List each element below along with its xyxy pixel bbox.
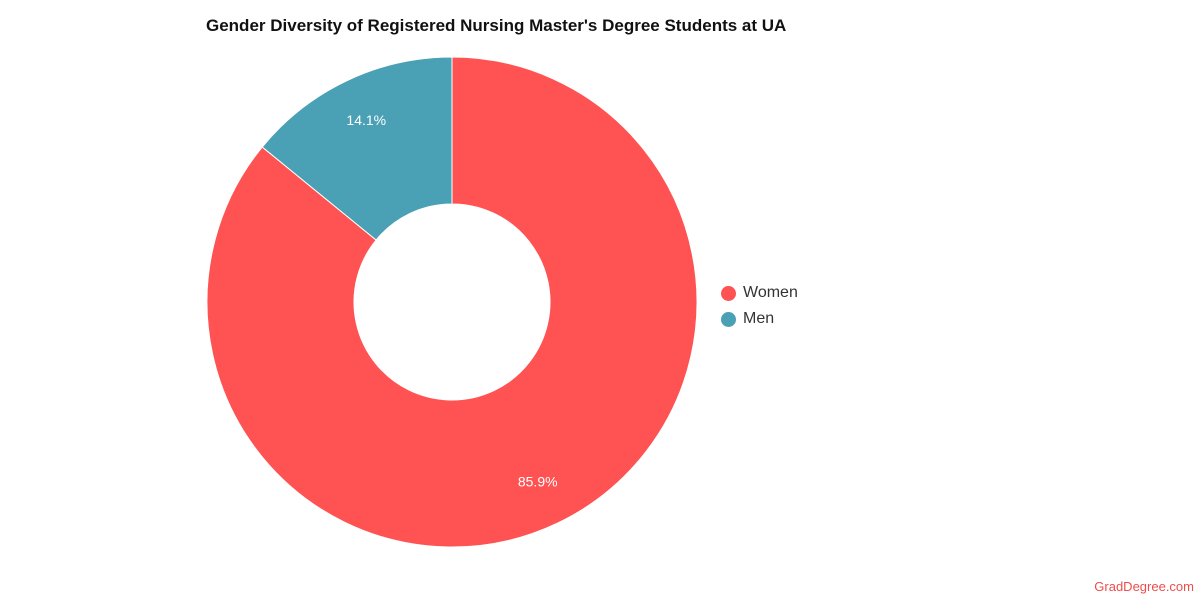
slice-label-men: 14.1%: [346, 112, 386, 128]
legend-item-women[interactable]: Women: [721, 280, 798, 306]
legend-swatch-men: [721, 311, 736, 327]
legend-swatch-women: [721, 285, 736, 301]
slice-label-women: 85.9%: [518, 473, 558, 489]
chart-legend: Women Men: [721, 280, 798, 332]
legend-item-men[interactable]: Men: [721, 306, 798, 332]
source-credit: GradDegree.com: [1094, 579, 1194, 594]
chart-title: Gender Diversity of Registered Nursing M…: [206, 16, 787, 35]
legend-label-women: Women: [743, 284, 798, 301]
slice-men: [261, 56, 453, 241]
legend-label-men: Men: [743, 310, 775, 327]
slice-women: [206, 56, 698, 548]
